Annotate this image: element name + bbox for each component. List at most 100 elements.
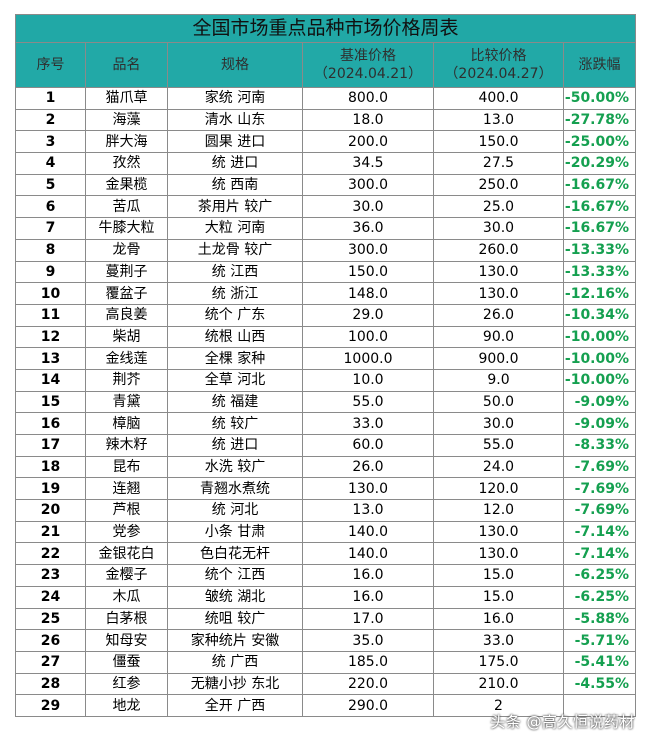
cell-index: 11 bbox=[15, 303, 86, 327]
table-row: 17 辣木籽统 进口 60.0 55.0 -8.33% bbox=[15, 434, 637, 457]
cell-spec: 统个 江西 bbox=[167, 564, 303, 587]
cell-change: -6.25% bbox=[562, 585, 637, 609]
cell-base-price: 18.0 bbox=[302, 108, 434, 132]
cell-name: 苦瓜 bbox=[85, 195, 168, 219]
cell-compare-price: 150.0 bbox=[433, 130, 564, 154]
table-row: 28 红参 无糖小抄 东北 220.0 210.0 -4.55% bbox=[15, 672, 637, 696]
cell-base-price: 300.0 bbox=[302, 173, 434, 197]
cell-spec: 统 河北 bbox=[167, 499, 303, 522]
cell-spec: 全棵 家种 bbox=[167, 347, 303, 370]
header-compare-date: （2024.04.27） bbox=[444, 66, 553, 82]
cell-compare-price: 12.0 bbox=[433, 499, 564, 522]
table-body: 1 猫爪草 家统 河南 800.0 400.0 -50.00% 2 海藻 清水 山东 18.0 13… bbox=[15, 87, 637, 717]
cell-change: -25.00% bbox=[562, 130, 637, 154]
table-row: 7 牛膝大粒 大粒 河南 36.0 30.0 -16.67% bbox=[15, 217, 637, 240]
title-row: 全国市场重点品种市场价格周表 bbox=[14, 14, 637, 43]
cell-index: 10 bbox=[15, 282, 86, 305]
cell-name: 昆布 bbox=[85, 455, 168, 479]
cell-spec: 家种统片 安徽 bbox=[167, 629, 303, 652]
cell-spec: 统根 山西 bbox=[167, 325, 303, 349]
cell-change: -7.69% bbox=[562, 477, 637, 501]
cell-index: 3 bbox=[15, 130, 86, 154]
cell-spec: 青翘水煮统 bbox=[167, 477, 303, 501]
cell-index: 16 bbox=[15, 412, 86, 435]
cell-name: 高良姜 bbox=[85, 303, 168, 327]
cell-base-price: 26.0 bbox=[302, 455, 434, 479]
cell-index: 17 bbox=[15, 434, 86, 457]
header-change: 涨跌幅 bbox=[562, 42, 637, 88]
table-row: 26 知母安 家种统片 安徽 35.0 33.0 -5.71% bbox=[15, 629, 637, 652]
cell-base-price: 17.0 bbox=[302, 607, 434, 631]
table-row: 18 昆布 水洗 较广 26.0 24.0 -7.69% bbox=[15, 455, 637, 479]
table-row: 4 孜然统 进口 34.5 27.5 -20.29% bbox=[15, 152, 637, 175]
cell-compare-price: 130.0 bbox=[433, 260, 564, 284]
cell-base-price: 36.0 bbox=[302, 217, 434, 240]
header-name: 品名 bbox=[85, 42, 168, 88]
cell-spec: 茶用片 较广 bbox=[167, 195, 303, 219]
cell-change: -12.16% bbox=[562, 282, 637, 305]
cell-spec: 统 广西 bbox=[167, 650, 303, 674]
cell-spec: 全开 广西 bbox=[167, 694, 303, 717]
cell-index: 15 bbox=[15, 390, 86, 414]
table-row: 15 青黛统 福建 55.0 50.0 -9.09% bbox=[15, 390, 637, 414]
cell-spec: 统 江西 bbox=[167, 260, 303, 284]
cell-change: -16.67% bbox=[562, 173, 637, 197]
cell-index: 9 bbox=[15, 260, 86, 284]
table-row: 5 金果榄统 西南 300.0 250.0 -16.67% bbox=[15, 173, 637, 197]
cell-name: 柴胡 bbox=[85, 325, 168, 349]
cell-base-price: 200.0 bbox=[302, 130, 434, 154]
cell-base-price: 130.0 bbox=[302, 477, 434, 501]
cell-compare-price: 16.0 bbox=[433, 607, 564, 631]
cell-spec: 皱统 湖北 bbox=[167, 585, 303, 609]
cell-index: 28 bbox=[15, 672, 86, 696]
cell-change: -5.88% bbox=[562, 607, 637, 631]
cell-compare-price: 50.0 bbox=[433, 390, 564, 414]
table-row: 29 地龙 全开 广西 290.0 2 bbox=[15, 694, 637, 717]
table-row: 11 高良姜 统个 广东 29.0 26.0 -10.34% bbox=[15, 303, 637, 327]
cell-base-price: 1000.0 bbox=[302, 347, 434, 370]
cell-change: -4.55% bbox=[562, 672, 637, 696]
cell-compare-price: 130.0 bbox=[433, 282, 564, 305]
cell-name: 蔓荆子 bbox=[85, 260, 168, 284]
header-base-price: 基准价格 （2024.04.21） bbox=[302, 42, 434, 88]
cell-base-price: 33.0 bbox=[302, 412, 434, 435]
cell-compare-price: 30.0 bbox=[433, 217, 564, 240]
cell-change: -7.69% bbox=[562, 499, 637, 522]
cell-spec: 圆果 进口 bbox=[167, 130, 303, 154]
cell-name: 猫爪草 bbox=[85, 87, 168, 110]
cell-spec: 统 西南 bbox=[167, 173, 303, 197]
cell-name: 党参 bbox=[85, 520, 168, 544]
cell-change: -7.14% bbox=[562, 520, 637, 544]
cell-spec: 家统 河南 bbox=[167, 87, 303, 110]
cell-change: -7.69% bbox=[562, 455, 637, 479]
cell-name: 地龙 bbox=[85, 694, 168, 717]
cell-compare-price: 9.0 bbox=[433, 368, 564, 392]
cell-base-price: 13.0 bbox=[302, 499, 434, 522]
cell-index: 4 bbox=[15, 152, 86, 175]
cell-name: 金银花白 bbox=[85, 542, 168, 566]
cell-base-price: 34.5 bbox=[302, 152, 434, 175]
cell-name: 白茅根 bbox=[85, 607, 168, 631]
cell-base-price: 140.0 bbox=[302, 542, 434, 566]
table-row: 3 胖大海 圆果 进口 200.0 150.0 -25.00% bbox=[15, 130, 637, 154]
cell-change: -5.71% bbox=[562, 629, 637, 652]
cell-index: 5 bbox=[15, 173, 86, 197]
cell-compare-price: 25.0 bbox=[433, 195, 564, 219]
cell-name: 覆盆子 bbox=[85, 282, 168, 305]
cell-spec: 土龙骨 较广 bbox=[167, 238, 303, 262]
cell-base-price: 55.0 bbox=[302, 390, 434, 414]
cell-change: -13.33% bbox=[562, 238, 637, 262]
cell-compare-price: 15.0 bbox=[433, 585, 564, 609]
cell-compare-price: 33.0 bbox=[433, 629, 564, 652]
cell-name: 僵蚕 bbox=[85, 650, 168, 674]
cell-change: -16.67% bbox=[562, 195, 637, 219]
cell-change: -27.78% bbox=[562, 108, 637, 132]
cell-change: -8.33% bbox=[562, 434, 637, 457]
cell-compare-price: 13.0 bbox=[433, 108, 564, 132]
cell-name: 连翘 bbox=[85, 477, 168, 501]
header-index: 序号 bbox=[15, 42, 86, 88]
cell-spec: 统咀 较广 bbox=[167, 607, 303, 631]
cell-spec: 全草 河北 bbox=[167, 368, 303, 392]
table-row: 22 金银花白 色白花无杆 140.0 130.0 -7.14% bbox=[15, 542, 637, 566]
header-row: 序号 品名 规格 基准价格 （2024.04.21） 比较价格 （2024.04… bbox=[15, 42, 637, 88]
